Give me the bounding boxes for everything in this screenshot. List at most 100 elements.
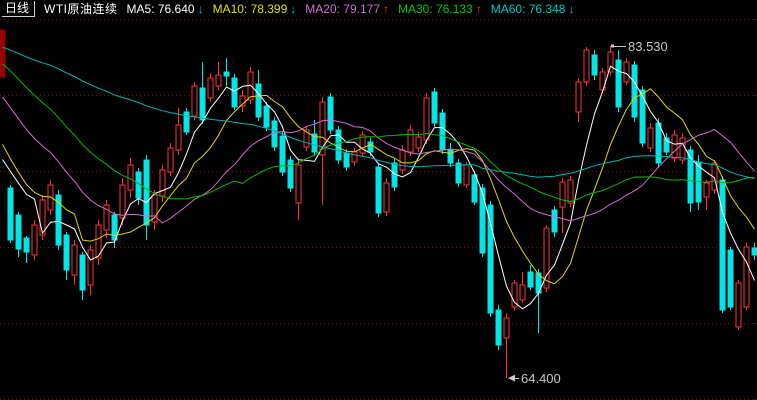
- candle-down: [631, 64, 638, 118]
- candle-up: [583, 49, 590, 83]
- candle-down: [527, 271, 534, 288]
- ma-legend-item-ma5: MA5: 76.640 ↓: [127, 2, 204, 16]
- candle-down: [343, 152, 350, 168]
- candle-up: [511, 282, 518, 308]
- candle-down: [23, 237, 30, 253]
- ma-value-text: MA10: 78.399: [212, 2, 288, 16]
- candle-down: [591, 54, 598, 76]
- ma-legend-item-ma30: MA30: 76.133 ↑: [398, 2, 482, 16]
- trend-down-arrow-icon: ↓: [290, 2, 297, 16]
- candle-up: [159, 169, 166, 197]
- candle-down: [183, 111, 190, 133]
- candle-up: [599, 71, 606, 91]
- candle-down: [231, 77, 238, 108]
- ma-line-ma10: [2, 88, 755, 285]
- candle-up: [47, 184, 54, 211]
- candle-down: [143, 159, 150, 226]
- candle-up: [295, 164, 302, 204]
- candle-up: [567, 179, 574, 204]
- candle-down: [263, 105, 270, 128]
- candle-down: [471, 174, 478, 203]
- candle-down: [487, 204, 494, 314]
- candle-down: [431, 91, 438, 124]
- candle-up: [575, 81, 582, 113]
- candle-up: [407, 129, 414, 153]
- candle-up: [175, 124, 182, 151]
- candle-down: [615, 59, 622, 108]
- candle-up: [39, 199, 46, 236]
- candle-down: [455, 162, 462, 184]
- low-annotation: 64.400: [521, 371, 561, 386]
- candle-down: [311, 133, 318, 153]
- ma-line-ma60: [2, 46, 755, 180]
- candle-up: [607, 51, 614, 73]
- candle-up: [415, 136, 422, 149]
- candle-up: [703, 182, 710, 198]
- candle-down: [551, 209, 558, 233]
- candle-down: [663, 137, 670, 153]
- candle-up: [31, 224, 38, 256]
- trend-up-arrow-icon: ↑: [383, 2, 389, 16]
- candle-up: [543, 227, 550, 289]
- candle-down: [335, 129, 342, 161]
- candle-up: [247, 71, 254, 101]
- candle-up: [735, 282, 742, 328]
- candle-up: [671, 134, 678, 159]
- candle-down: [79, 254, 86, 291]
- high-marker-dot: [611, 44, 614, 48]
- candle-down: [479, 187, 486, 254]
- trend-up-arrow-icon: ↑: [475, 2, 482, 16]
- candle-down: [375, 166, 382, 214]
- candle-up: [647, 127, 654, 149]
- candle-down: [199, 87, 206, 121]
- candle-up: [503, 317, 510, 339]
- candle-up: [743, 246, 750, 308]
- candle-up: [463, 164, 470, 186]
- candle-down: [223, 71, 230, 77]
- candle-up: [151, 194, 158, 223]
- candle-down: [439, 112, 446, 151]
- ma-value-text: MA5: 76.640: [126, 2, 195, 16]
- ma-legend-item-ma10: MA10: 78.399 ↓: [213, 2, 297, 16]
- candle-down: [7, 187, 14, 241]
- candle-down: [287, 159, 294, 189]
- candle-up: [95, 224, 102, 259]
- candle-down: [367, 141, 374, 153]
- candle-down: [255, 83, 262, 118]
- candle-up: [359, 134, 366, 154]
- candle-up: [623, 61, 630, 83]
- symbol-title: WTI原油连续: [44, 2, 118, 16]
- candle-down: [727, 249, 734, 308]
- candle-down: [655, 122, 662, 164]
- candle-up: [71, 244, 78, 276]
- high-annotation: 83.530: [628, 39, 668, 54]
- candle-up: [103, 204, 110, 231]
- candle-down: [63, 234, 70, 271]
- ma-legend: MA5: 76.640 ↓ MA10: 78.399 ↓ MA20: 79.177 ↑ MA…: [127, 2, 575, 16]
- candle-down: [639, 89, 646, 144]
- candle-down: [111, 214, 118, 241]
- ma-line-ma5: [2, 65, 755, 310]
- chart-header: 日线 WTI原油连续 MA5: 76.640 ↓ MA10: 78.399 ↓ MA20…: [0, 0, 757, 18]
- period-tab[interactable]: 日线: [2, 1, 36, 17]
- candle-up: [399, 149, 406, 171]
- candle-up: [351, 151, 358, 163]
- ma-legend-item-ma20: MA20: 79.177 ↑: [305, 2, 389, 16]
- candle-up: [519, 284, 526, 301]
- candle-down: [495, 309, 502, 346]
- candle-down: [15, 214, 22, 250]
- candle-up: [127, 164, 134, 191]
- candle-up: [303, 129, 310, 148]
- candle-up: [207, 77, 214, 99]
- candle-up: [383, 182, 390, 213]
- candle-up: [191, 85, 198, 117]
- candle-up: [239, 95, 246, 107]
- candle-down: [751, 247, 757, 256]
- candle-down: [271, 120, 278, 148]
- candle-up: [559, 181, 566, 208]
- candle-up: [679, 137, 686, 161]
- candle-down: [55, 194, 62, 246]
- candle-down: [687, 149, 694, 204]
- trend-down-arrow-icon: ↓: [197, 2, 204, 16]
